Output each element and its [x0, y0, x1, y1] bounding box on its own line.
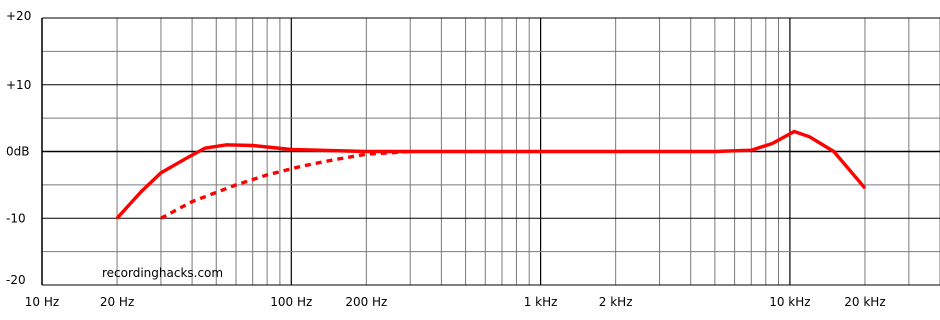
chart-series — [115, 129, 867, 220]
x-tick-label: 20 Hz — [100, 295, 134, 309]
x-tick-label: 1 kHz — [524, 295, 558, 309]
y-tick-label: -10 — [6, 211, 26, 225]
x-tick-label: 10 Hz — [25, 295, 59, 309]
x-tick-label: 200 Hz — [345, 295, 387, 309]
x-axis-labels: 10 Hz 20 Hz 100 Hz 200 Hz 1 kHz 2 kHz 10 kHz 20… — [25, 295, 886, 309]
response-curve-solid — [115, 129, 867, 220]
y-tick-label: +20 — [6, 9, 31, 23]
watermark-text: recordinghacks.com — [102, 266, 223, 280]
y-tick-label: 0dB — [6, 145, 29, 159]
y-axis-labels: +20 +10 0dB -10 -20 — [6, 9, 31, 287]
x-tick-label: 10 kHz — [769, 295, 810, 309]
y-tick-label: +10 — [6, 78, 31, 92]
y-tick-label: -20 — [6, 273, 26, 287]
response-curve-dashed — [160, 149, 411, 220]
x-tick-label: 20 kHz — [844, 295, 885, 309]
x-tick-label: 100 Hz — [270, 295, 312, 309]
x-tick-label: 2 kHz — [599, 295, 633, 309]
